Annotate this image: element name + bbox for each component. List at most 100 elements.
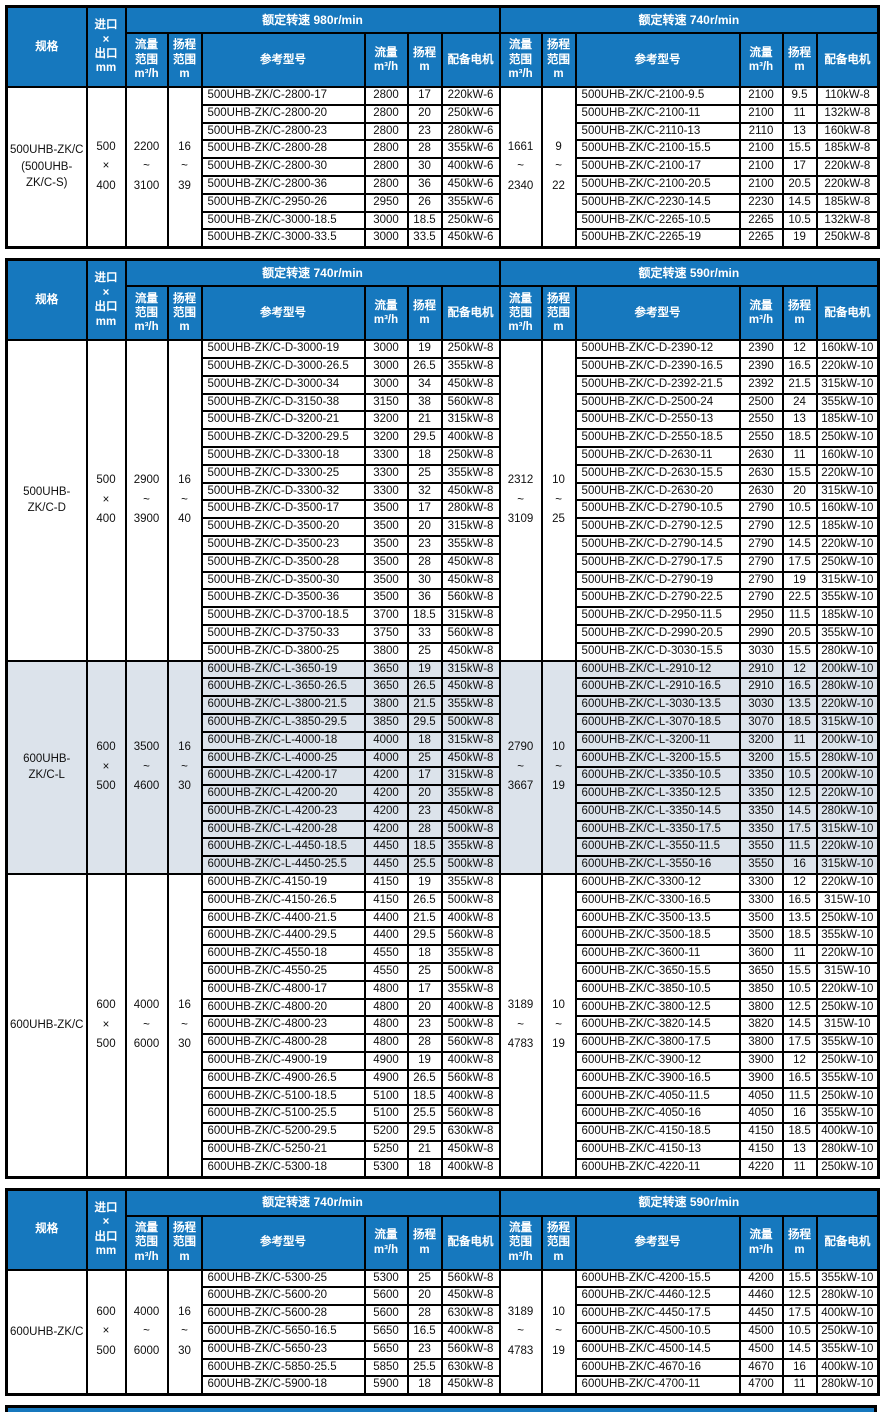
flow-cell: 3850 [363,712,409,733]
motor-cell: 400kW-6 [440,157,501,177]
flow-cell: 2550 [738,428,784,448]
model-cell: 600UHB-ZK/C-L-3650-19 [200,659,366,680]
model-cell: 600UHB-ZK/C-L-3550-16 [574,855,741,876]
table-row: 500UHB-ZK/C-D-3500-36 3500 36 560kW-8 500UHB… [7,588,880,609]
table-row: 600UHB-ZK/C-5250-21 5250 21 450kW-8 600UHB-Z… [7,1140,880,1160]
flow-cell: 4900 [363,1051,409,1071]
head-cell: 10.5 [781,210,818,231]
model-cell: 600UHB-ZK/C-L-3550-11.5 [574,837,741,858]
motor-cell: 315kW-8 [440,730,501,751]
motor-cell: 280kW-10 [815,1375,880,1396]
flow-cell: 4450 [363,855,409,876]
model-cell: 600UHB-ZK/C-4450-17.5 [574,1304,741,1325]
head-cell: 28 [406,139,443,160]
model-cell: 500UHB-ZK/C-D-3500-36 [200,588,366,609]
table-row: 600UHB-ZK/C-L-4200-23 4200 23 450kW-8 600UHB… [7,801,880,822]
head-cell: 25.5 [406,1104,443,1125]
motor-cell: 400kW-10 [815,1122,880,1143]
flow-cell: 5900 [363,1375,409,1396]
table-row: 600UHB-ZK/C-5200-29.5 5200 29.5 630kW-8 600U… [7,1122,880,1143]
motor-cell: 220kW-10 [815,873,880,893]
head-cell: 9.5 [781,86,818,106]
model-cell: 600UHB-ZK/C-L-3200-11 [574,730,741,751]
model-cell: 500UHB-ZK/C-D-3500-28 [200,552,366,573]
model-cell: 500UHB-ZK/C-2800-23 [200,121,366,142]
head-cell: 13 [781,121,818,142]
flow-cell: 4050 [738,1104,784,1125]
table-row: 600UHB-ZK/C-L-4000-25 4000 25 450kW-8 600UHB… [7,748,880,769]
motor-cell: 560kW-8 [440,623,501,644]
motor-cell: 400kW-8 [440,908,501,929]
header-reference-model: 参考型号 [200,32,366,88]
motor-cell: 355kW-10 [815,1104,880,1125]
motor-cell: 450kW-8 [440,552,501,573]
head-cell: 19 [781,228,818,249]
motor-cell: 250kW-6 [440,210,501,231]
model-cell: 600UHB-ZK/C-L-2910-12 [574,659,741,680]
head-cell: 18 [406,1157,443,1179]
model-cell: 600UHB-ZK/C-4550-25 [200,962,366,982]
head-cell: 13.5 [781,695,818,715]
motor-cell: 315W-10 [815,962,880,982]
model-cell: 500UHB-ZK/C-2110-13 [574,121,741,142]
model-cell: 500UHB-ZK/C-2230-14.5 [574,192,741,213]
head-cell: 21.5 [781,374,818,395]
model-cell: 500UHB-ZK/C-D-3150-38 [200,392,366,413]
head-cell: 25 [406,962,443,982]
head-cell: 14.5 [781,1015,818,1036]
model-cell: 600UHB-ZK/C-4500-10.5 [574,1322,741,1342]
head-cell: 13 [781,410,818,431]
model-cell: 600UHB-ZK/C-4050-16 [574,1104,741,1125]
flow-cell: 3700 [363,606,409,626]
flow-cell: 2100 [738,139,784,160]
model-cell: 600UHB-ZK/C-5300-25 [200,1268,366,1289]
head-cell: 12 [781,1051,818,1071]
motor-cell: 250kW-6 [440,103,501,124]
motor-cell: 355kW-10 [815,392,880,413]
flow-cell: 2790 [738,570,784,591]
table-row: 600UHB-ZK/C 600 × 500 4000 ~ 6000 16 ~ 30 60… [5,873,880,1179]
flow-cell: 2800 [363,174,409,195]
model-cell: 600UHB-ZK/C-3820-14.5 [574,1015,741,1036]
model-cell: 600UHB-ZK/C-4220-11 [574,1157,741,1179]
motor-cell: 200kW-10 [815,730,880,751]
flow-cell: 5300 [363,1268,409,1289]
flow-cell: 5300 [363,1157,409,1179]
motor-cell: 315kW-10 [815,374,880,395]
head-cell: 11 [781,944,818,965]
model-cell: 500UHB-ZK/C-2800-30 [200,157,366,177]
motor-cell: 450kW-6 [440,174,501,195]
header-head-range: 扬程 范围 m [166,1214,203,1271]
motor-cell: 315kW-10 [815,570,880,591]
head-range-cell: 16 ~ 30 [166,873,203,1179]
inlet-outlet-cell: 500 × 400 [85,86,127,249]
motor-cell: 315kW-8 [440,606,501,626]
model-cell: 500UHB-ZK/C-D-2550-18.5 [574,428,741,448]
flow-cell: 4900 [363,1068,409,1089]
header-head-range: 扬程 范围 m [540,285,577,342]
model-cell: 600UHB-ZK/C-4400-21.5 [200,908,366,929]
head-cell: 23 [406,1015,443,1036]
flow-range-cell: 2312 ~ 3109 [498,339,543,662]
motor-cell: 450kW-8 [440,481,501,502]
head-cell: 24 [781,392,818,413]
model-cell: 600UHB-ZK/C-4800-28 [200,1033,366,1054]
header-head: 扬程 m [781,285,818,342]
flow-cell: 3550 [738,855,784,876]
flow-cell: 4200 [738,1268,784,1289]
head-cell: 28 [406,1033,443,1054]
motor-cell: 560kW-8 [440,1268,501,1289]
motor-cell: 280kW-10 [815,1286,880,1307]
flow-cell: 3820 [738,1015,784,1036]
table-row: 600UHB-ZK/C-L-3650-26.5 3650 26.5 450kW-8 60… [7,677,880,698]
motor-cell: 355kW-6 [440,192,501,213]
head-cell: 29.5 [406,712,443,733]
table-row: 500UHB-ZK/C-D-3750-33 3750 33 560kW-8 500UHB… [7,623,880,644]
head-cell: 17.5 [781,1304,818,1325]
head-cell: 15.5 [781,962,818,982]
model-cell: 600UHB-ZK/C-5850-25.5 [200,1357,366,1378]
head-cell: 36 [406,588,443,609]
flow-cell: 3800 [738,997,784,1018]
flow-cell: 4800 [363,997,409,1018]
motor-cell: 630kW-8 [440,1304,501,1325]
